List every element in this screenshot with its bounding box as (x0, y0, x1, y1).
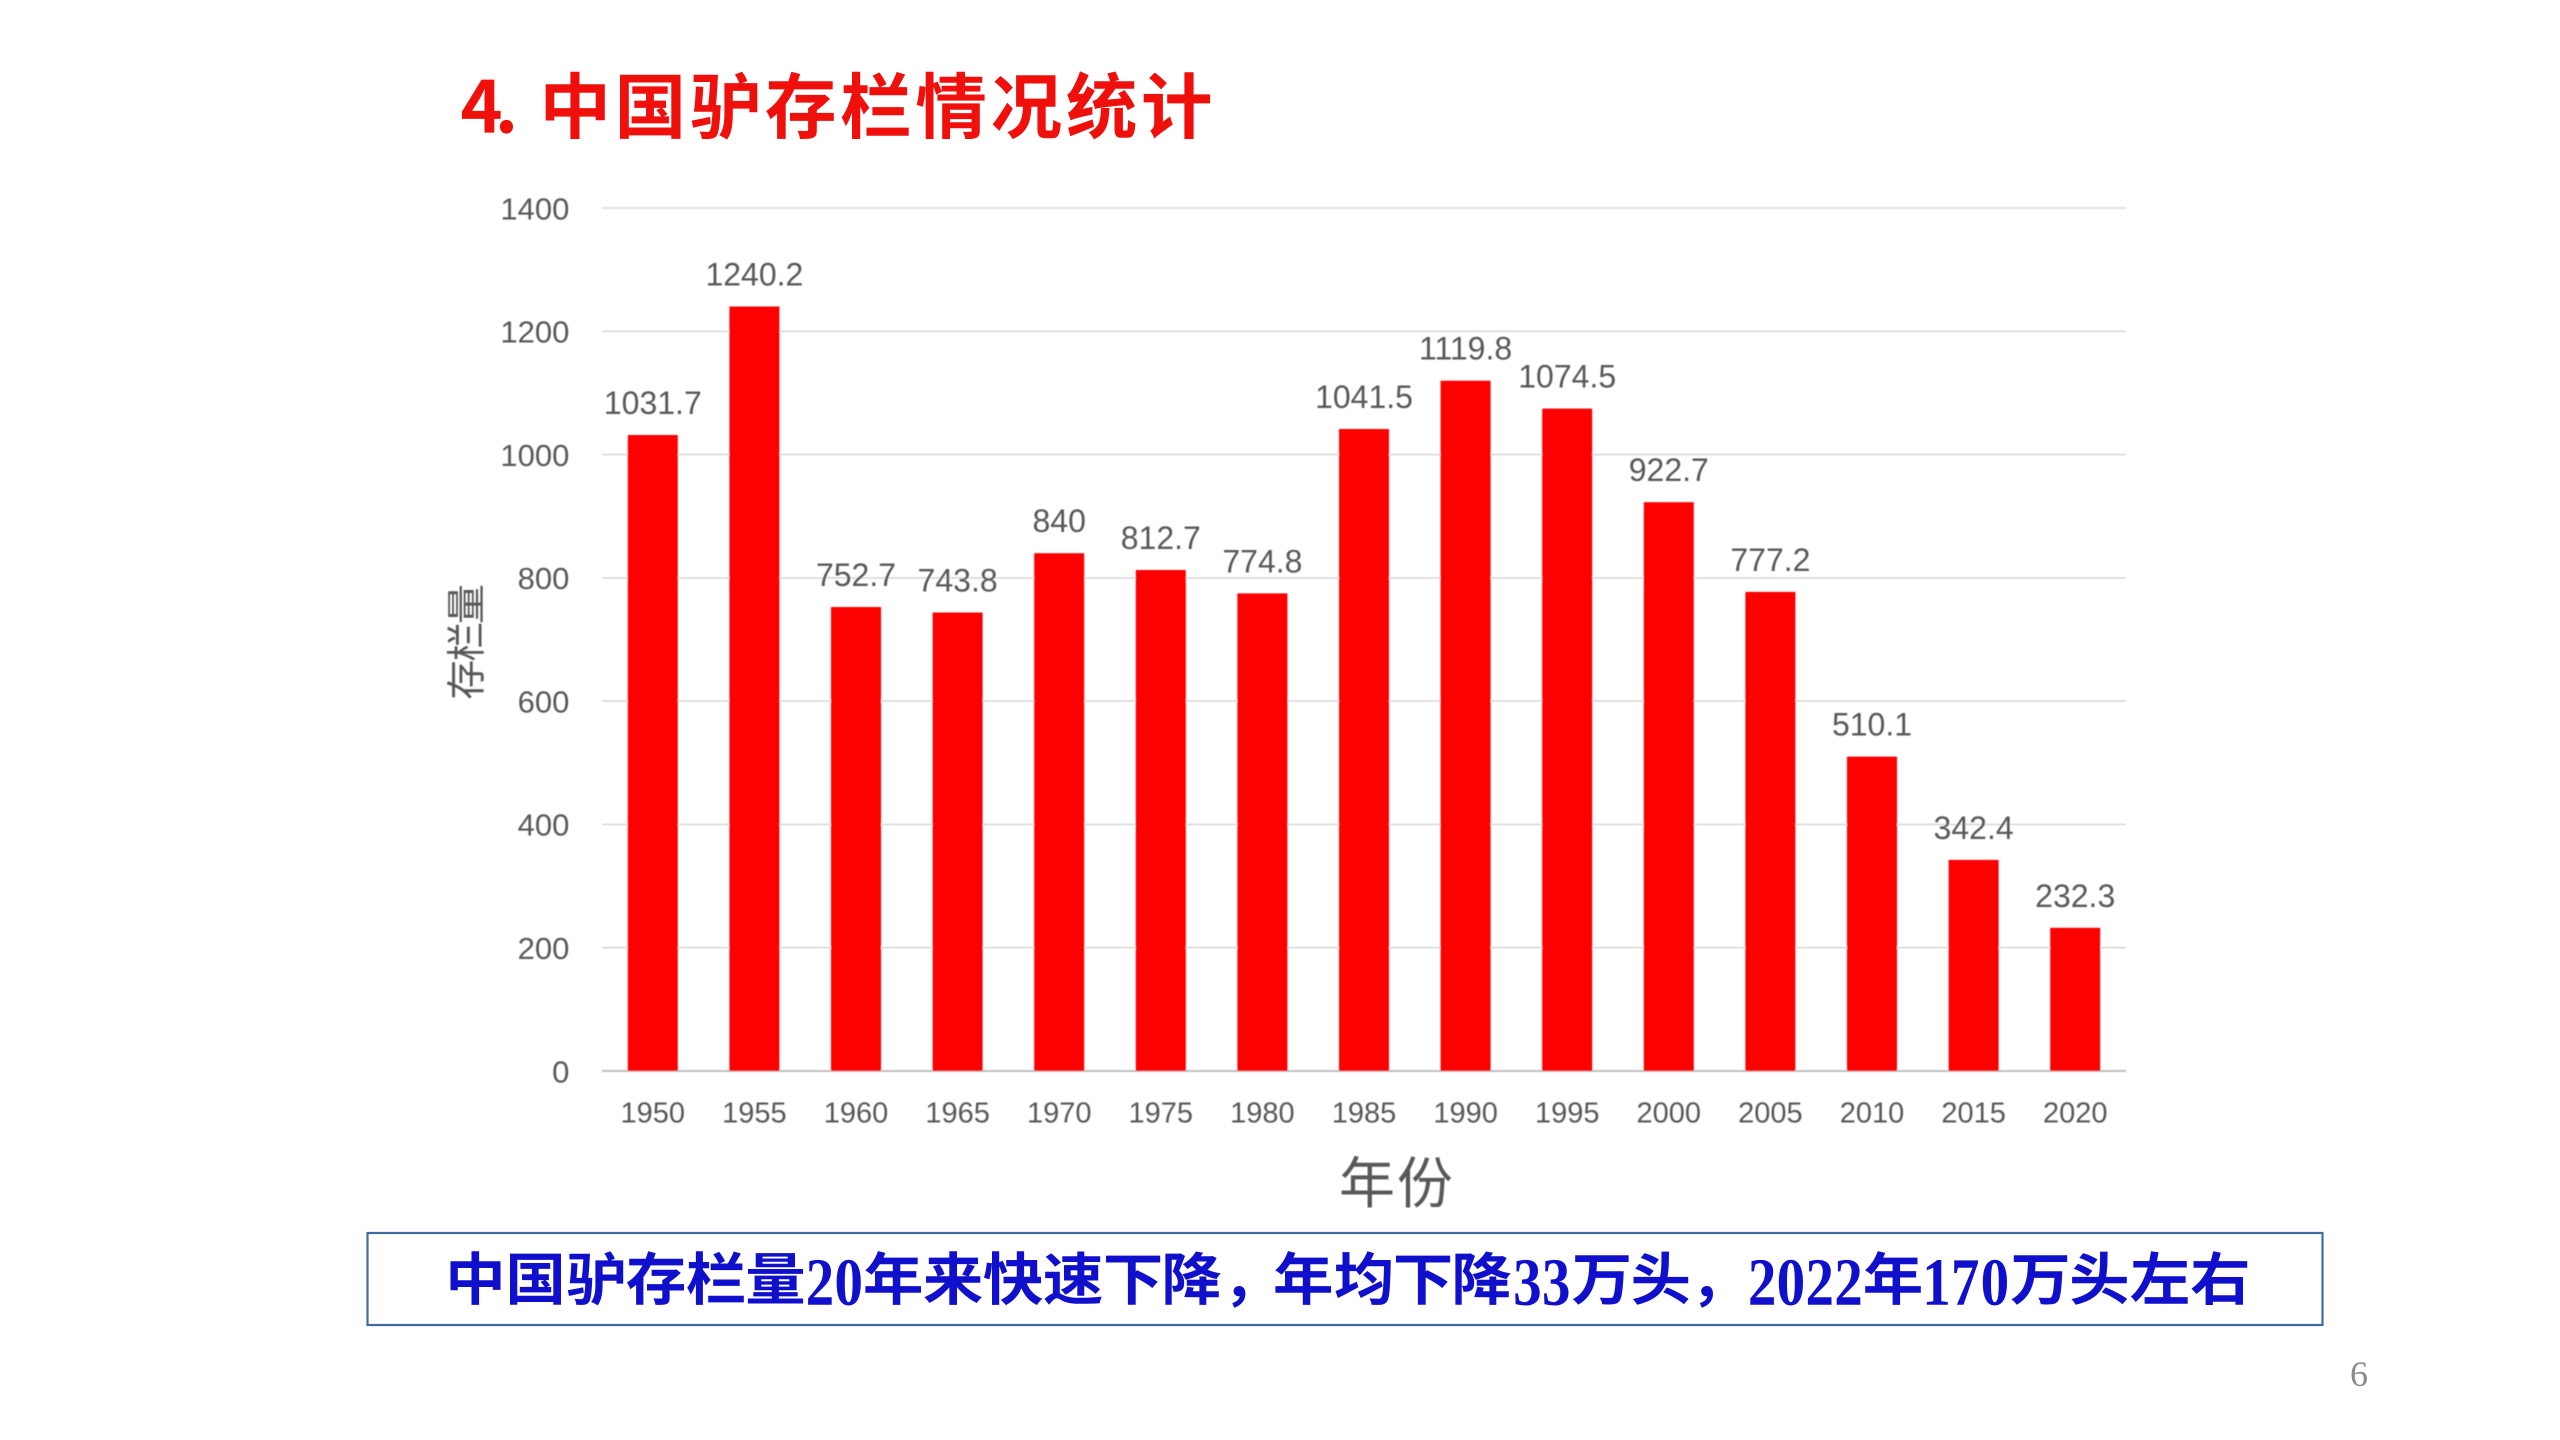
svg-text:2020: 2020 (2043, 1098, 2108, 1130)
svg-text:400: 400 (518, 808, 570, 843)
svg-text:1240.2: 1240.2 (705, 257, 803, 293)
svg-text:1955: 1955 (722, 1098, 787, 1130)
svg-text:1950: 1950 (621, 1098, 686, 1130)
svg-text:1400: 1400 (500, 191, 569, 226)
svg-text:743.8: 743.8 (918, 563, 998, 599)
svg-text:1985: 1985 (1332, 1098, 1397, 1130)
svg-text:342.4: 342.4 (1934, 810, 2014, 846)
svg-text:777.2: 777.2 (1730, 542, 1810, 578)
svg-text:1990: 1990 (1433, 1098, 1498, 1130)
svg-text:510.1: 510.1 (1832, 707, 1912, 743)
svg-text:1074.5: 1074.5 (1518, 359, 1616, 395)
svg-text:1970: 1970 (1027, 1098, 1092, 1130)
svg-text:1995: 1995 (1535, 1098, 1600, 1130)
svg-text:840: 840 (1033, 503, 1086, 539)
svg-text:2000: 2000 (1637, 1098, 1702, 1130)
svg-text:922.7: 922.7 (1629, 452, 1709, 488)
svg-text:6: 6 (2350, 1354, 2368, 1394)
svg-text:232.3: 232.3 (2035, 878, 2115, 914)
svg-text:2015: 2015 (1941, 1098, 2006, 1130)
svg-text:2010: 2010 (1840, 1098, 1905, 1130)
svg-text:800: 800 (518, 561, 570, 596)
svg-text:2005: 2005 (1738, 1098, 1803, 1130)
svg-text:0: 0 (552, 1054, 569, 1089)
svg-text:600: 600 (518, 684, 570, 719)
svg-text:1975: 1975 (1129, 1098, 1194, 1130)
svg-text:1960: 1960 (824, 1098, 889, 1130)
svg-text:1031.7: 1031.7 (604, 385, 702, 421)
svg-text:812.7: 812.7 (1121, 520, 1201, 556)
svg-text:1965: 1965 (925, 1098, 990, 1130)
svg-text:1980: 1980 (1230, 1098, 1295, 1130)
svg-text:1041.5: 1041.5 (1315, 379, 1413, 415)
svg-text:774.8: 774.8 (1222, 543, 1302, 579)
svg-text:1119.8: 1119.8 (1419, 331, 1512, 367)
svg-text:1000: 1000 (500, 438, 569, 473)
svg-text:1200: 1200 (500, 315, 569, 350)
svg-text:752.7: 752.7 (816, 557, 896, 593)
svg-text:200: 200 (518, 931, 570, 966)
